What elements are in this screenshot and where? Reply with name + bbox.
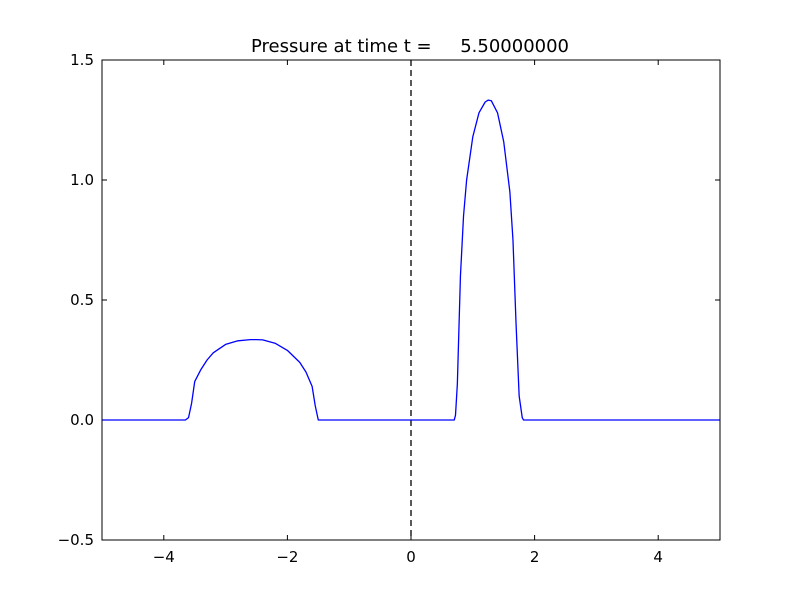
y-tick-label: 1.0 — [70, 171, 94, 189]
x-tick-label: −4 — [153, 548, 175, 566]
y-tick-label: −0.5 — [58, 531, 94, 549]
x-tick-label: 0 — [406, 548, 416, 566]
x-tick-label: 2 — [530, 548, 540, 566]
x-tick-label: 4 — [653, 548, 663, 566]
plot-frame — [101, 59, 721, 541]
y-tick-label: 0.5 — [70, 291, 94, 309]
x-tick-label: −2 — [276, 548, 298, 566]
y-tick-label: 1.5 — [70, 51, 94, 69]
chart-title: Pressure at time t = 5.50000000 — [251, 36, 569, 57]
tick-layer: −4 −2 0 2 4 −0.5 0.0 0.5 1.0 1.5 — [58, 51, 720, 566]
pressure-series-line — [102, 99, 720, 421]
y-tick-label: 0.0 — [70, 411, 94, 429]
